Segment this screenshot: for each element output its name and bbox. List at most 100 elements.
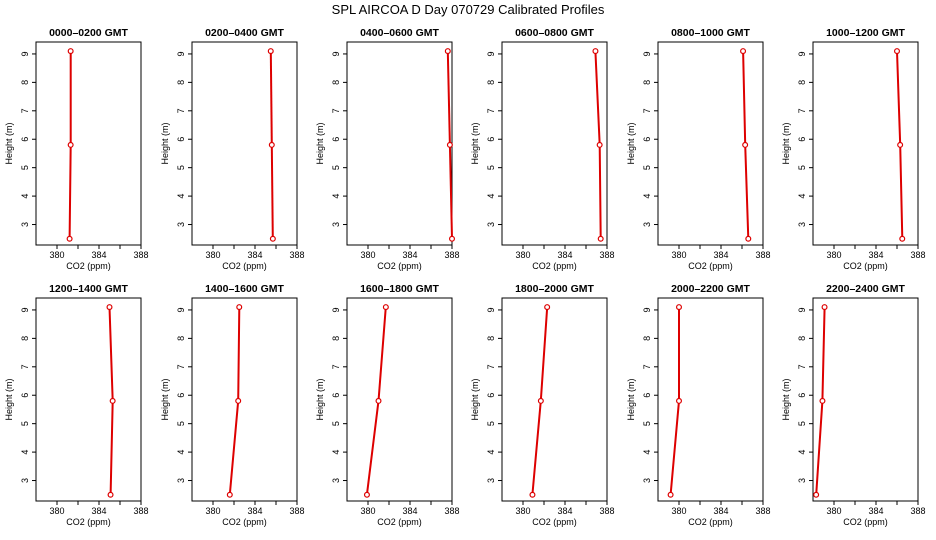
y-tick-label: 8: [486, 336, 496, 341]
data-point: [109, 397, 116, 404]
plot-frame: [657, 41, 764, 246]
panel-title: 1800–2000 GMT: [515, 283, 594, 295]
y-tick-label: 3: [331, 222, 341, 227]
data-point: [821, 304, 828, 311]
plot-frame: [812, 41, 919, 246]
data-point: [107, 491, 114, 498]
x-tick-label: 384: [402, 250, 417, 260]
x-tick-label: 384: [557, 250, 572, 260]
panel-2: 0200–0400 GMT 380 384 388 3 4 5 6 7 8 9 CO2 (ppm) He…: [160, 27, 305, 271]
y-tick-label: 6: [20, 393, 30, 398]
y-tick-label: 8: [797, 80, 807, 85]
x-tick-label: 388: [599, 506, 614, 516]
x-axis-label: CO2 (ppm): [222, 261, 267, 271]
data-point: [897, 141, 904, 148]
y-tick-label: 3: [20, 478, 30, 483]
x-tick-label: 380: [49, 250, 64, 260]
panel-title: 2000–2200 GMT: [671, 283, 750, 295]
y-axis-label: Height (m): [626, 122, 636, 164]
x-tick-label: 380: [515, 250, 530, 260]
x-tick-label: 388: [133, 506, 148, 516]
panel-title: 1400–1600 GMT: [205, 283, 284, 295]
y-tick-label: 6: [486, 137, 496, 142]
x-tick-label: 388: [599, 250, 614, 260]
panel-title: 0200–0400 GMT: [205, 27, 284, 39]
x-tick-label: 380: [671, 506, 686, 516]
x-tick-label: 380: [49, 506, 64, 516]
panel-8: 1400–1600 GMT 380 384 388 3 4 5 6 7 8 9 CO2 (ppm) He…: [160, 283, 305, 527]
panel-title: 0000–0200 GMT: [49, 27, 128, 39]
x-tick-label: 388: [910, 250, 925, 260]
y-tick-label: 6: [642, 393, 652, 398]
y-tick-label: 3: [486, 478, 496, 483]
panel-12: 2200–2400 GMT 380 384 388 3 4 5 6 7 8 9 CO2 (ppm) He…: [781, 283, 926, 527]
panel-4: 0600–0800 GMT 380 384 388 3 4 5 6 7 8 9 CO2 (ppm) He…: [470, 27, 615, 271]
y-tick-label: 6: [176, 137, 186, 142]
y-tick-label: 5: [642, 165, 652, 170]
y-tick-label: 5: [176, 421, 186, 426]
x-tick-label: 384: [557, 506, 572, 516]
data-point: [235, 397, 242, 404]
panel-3: 0400–0600 GMT 380 384 388 3 4 5 6 7 8 9 CO2 (ppm) He…: [315, 27, 460, 271]
x-axis-label: CO2 (ppm): [532, 261, 577, 271]
plot-frame: [501, 41, 608, 246]
data-point: [268, 141, 275, 148]
y-tick-label: 7: [642, 364, 652, 369]
y-tick-label: 5: [176, 165, 186, 170]
x-axis-label: CO2 (ppm): [66, 261, 111, 271]
figure-title: SPL AIRCOA D Day 070729 Calibrated Profi…: [332, 2, 605, 17]
y-axis-label: Height (m): [315, 378, 325, 420]
x-tick-label: 380: [205, 506, 220, 516]
y-tick-label: 5: [331, 421, 341, 426]
data-point: [375, 397, 382, 404]
y-tick-label: 7: [20, 108, 30, 113]
y-tick-label: 6: [486, 393, 496, 398]
y-tick-label: 6: [797, 137, 807, 142]
y-tick-label: 7: [486, 108, 496, 113]
y-tick-label: 7: [20, 364, 30, 369]
y-tick-label: 3: [642, 222, 652, 227]
x-tick-label: 388: [755, 506, 770, 516]
data-point: [537, 397, 544, 404]
plot-frame: [346, 41, 453, 246]
data-point: [444, 48, 451, 55]
data-point: [106, 304, 113, 311]
y-tick-label: 5: [797, 421, 807, 426]
y-tick-label: 5: [486, 421, 496, 426]
y-tick-label: 7: [176, 108, 186, 113]
data-point: [675, 397, 682, 404]
y-tick-label: 5: [20, 165, 30, 170]
y-tick-label: 5: [20, 421, 30, 426]
panel-title: 1600–1800 GMT: [360, 283, 439, 295]
x-axis-label: CO2 (ppm): [843, 261, 888, 271]
y-tick-label: 9: [20, 307, 30, 312]
panel-1: 0000–0200 GMT 380 384 388 3 4 5 6 7 8 9 CO2 (ppm) He…: [4, 27, 149, 271]
panel-5: 0800–1000 GMT 380 384 388 3 4 5 6 7 8 9 CO2 (ppm) He…: [626, 27, 771, 271]
data-point: [544, 304, 551, 311]
y-tick-label: 4: [176, 194, 186, 199]
panel-10: 1800–2000 GMT 380 384 388 3 4 5 6 7 8 9 CO2 (ppm) He…: [470, 283, 615, 527]
y-axis-label: Height (m): [470, 122, 480, 164]
y-tick-label: 6: [797, 393, 807, 398]
y-tick-label: 8: [642, 336, 652, 341]
data-point: [667, 491, 674, 498]
x-tick-label: 388: [444, 506, 459, 516]
plot-frame: [346, 297, 453, 502]
x-tick-label: 384: [868, 506, 883, 516]
y-tick-label: 4: [486, 194, 496, 199]
y-tick-label: 9: [642, 307, 652, 312]
y-tick-label: 9: [486, 307, 496, 312]
x-tick-label: 380: [360, 506, 375, 516]
y-tick-label: 9: [331, 307, 341, 312]
y-tick-label: 8: [331, 80, 341, 85]
data-point: [267, 48, 274, 55]
y-tick-label: 4: [642, 450, 652, 455]
y-tick-label: 9: [642, 51, 652, 56]
plot-frame: [35, 297, 142, 502]
x-axis-label: CO2 (ppm): [222, 517, 267, 527]
x-tick-label: 384: [713, 506, 728, 516]
data-point: [819, 397, 826, 404]
y-tick-label: 4: [331, 194, 341, 199]
panel-9: 1600–1800 GMT 380 384 388 3 4 5 6 7 8 9 CO2 (ppm) He…: [315, 283, 460, 527]
